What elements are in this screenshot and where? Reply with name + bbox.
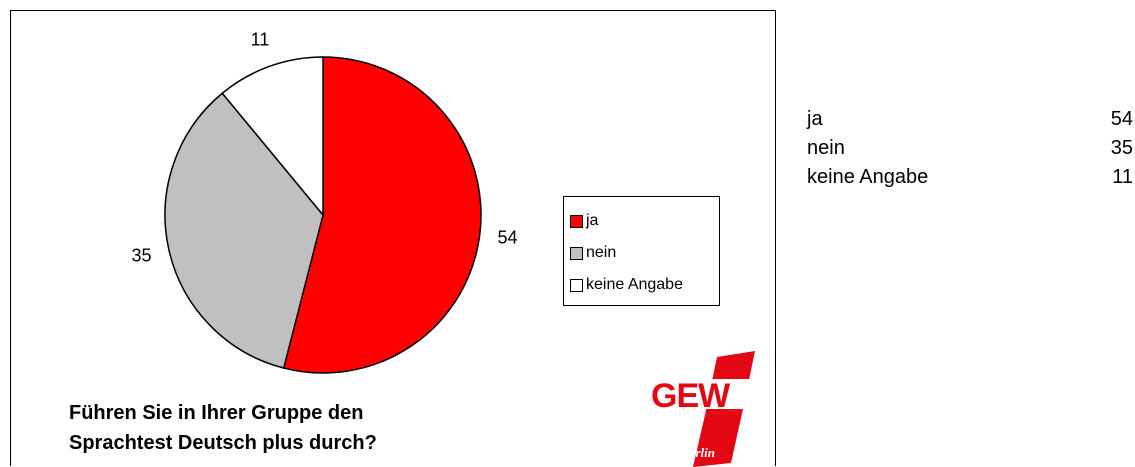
legend-item-keine-angabe: keine Angabe bbox=[570, 269, 719, 301]
logo-subtext: Berlin bbox=[680, 445, 715, 460]
chart-title-line-2: Sprachtest Deutsch plus durch? bbox=[69, 432, 377, 454]
table-cell-label: keine Angabe bbox=[807, 166, 929, 188]
pie-slice-nein bbox=[164, 92, 324, 369]
pie-chart bbox=[164, 56, 482, 374]
table-cell-label: ja bbox=[807, 108, 823, 130]
table-row: ja 54 bbox=[807, 105, 1133, 134]
legend-item-nein: nein bbox=[570, 237, 719, 269]
data-table: ja 54 nein 35 keine Angabe 11 bbox=[807, 105, 1133, 192]
pie-slice-keine-angabe bbox=[221, 56, 324, 218]
legend-swatch-keine-angabe bbox=[570, 278, 583, 292]
table-row: nein 35 bbox=[807, 134, 1133, 163]
legend-item-ja: ja bbox=[570, 205, 719, 237]
logo-band bbox=[651, 379, 759, 409]
legend-label-ja: ja bbox=[586, 212, 599, 229]
data-label-nein: 35 bbox=[131, 245, 152, 266]
data-label-keine-angabe: 11 bbox=[250, 29, 270, 50]
legend-swatch-nein bbox=[570, 246, 583, 260]
data-label-ja: 54 bbox=[497, 227, 518, 248]
legend-label-keine-angabe: keine Angabe bbox=[586, 276, 683, 293]
legend: ja nein keine Angabe bbox=[563, 196, 720, 306]
table-cell-label: nein bbox=[807, 137, 845, 159]
chart-title-line-1: Führen Sie in Ihrer Gruppe den bbox=[69, 402, 364, 424]
pie-slice-ja bbox=[282, 56, 482, 374]
chart-frame: 54 35 11 ja nein keine Angabe Führen Sie i… bbox=[10, 10, 776, 467]
table-cell-value: 11 bbox=[1112, 166, 1133, 188]
table-cell-value: 35 bbox=[1110, 137, 1133, 159]
logo-text: GEW bbox=[651, 377, 731, 415]
table-cell-value: 54 bbox=[1110, 108, 1133, 130]
gew-berlin-logo: GEW Berlin bbox=[651, 351, 759, 467]
logo-flag-lower bbox=[693, 409, 743, 467]
table-row: keine Angabe 11 bbox=[807, 163, 1133, 192]
legend-swatch-ja bbox=[570, 214, 583, 228]
legend-label-nein: nein bbox=[586, 244, 617, 261]
chart-title: Führen Sie in Ihrer Gruppe den Sprachtes… bbox=[69, 398, 377, 458]
